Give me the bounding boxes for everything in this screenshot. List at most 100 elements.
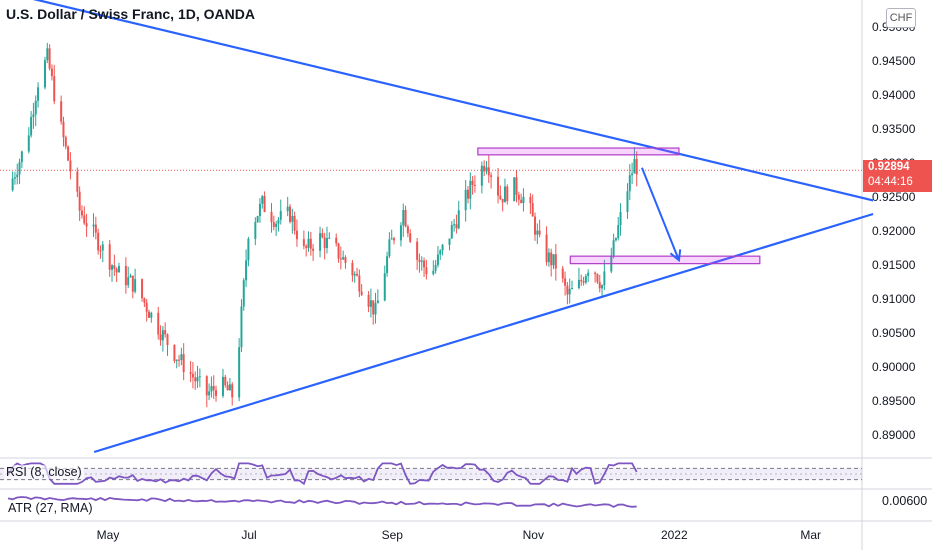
candle-body: [432, 270, 435, 275]
atr-label[interactable]: ATR (27, RMA): [6, 501, 95, 515]
candle-body: [587, 272, 590, 277]
candle-body: [78, 191, 81, 211]
candle-body: [215, 390, 218, 396]
candle-body: [13, 177, 16, 179]
candle-body: [226, 385, 229, 391]
candle-body: [150, 312, 153, 318]
candle-body: [99, 250, 102, 252]
currency-button[interactable]: CHF: [886, 8, 916, 28]
candle-body: [434, 265, 437, 271]
candle-body: [205, 376, 208, 396]
candle-body: [124, 265, 127, 286]
candle-body: [564, 278, 567, 286]
candle-body: [254, 222, 257, 239]
y-tick-label: 0.91500: [872, 258, 916, 272]
candle-body: [27, 135, 30, 152]
candle-body: [617, 224, 620, 239]
candle-body: [263, 196, 266, 212]
candle-body: [568, 288, 571, 295]
candle-body: [386, 256, 389, 274]
candle-body: [383, 273, 386, 301]
candle-body: [113, 265, 116, 269]
candle-body: [111, 265, 114, 270]
candle-body: [582, 281, 585, 283]
candle-body: [231, 384, 234, 398]
rsi-label[interactable]: RSI (8, close): [4, 465, 84, 479]
candle-body: [339, 258, 342, 260]
x-tick-label: Jul: [241, 528, 256, 542]
projection-arrow-head: [669, 249, 682, 263]
support-zone: [569, 255, 761, 265]
candle-body: [439, 250, 442, 255]
candle-body: [245, 260, 248, 281]
candle-body: [277, 219, 280, 224]
candle-body: [272, 222, 275, 227]
candle-body: [80, 210, 83, 216]
candle-body: [342, 257, 345, 260]
candle-body: [53, 76, 56, 102]
candle-body: [631, 173, 634, 176]
candle-body: [536, 230, 539, 235]
candle-body: [552, 254, 555, 266]
candle-body: [353, 273, 356, 276]
candle-body: [178, 359, 181, 361]
candle-body: [208, 391, 211, 396]
candle-body: [242, 280, 245, 307]
candle-body: [485, 167, 488, 172]
y-tick-label: 0.91000: [872, 292, 916, 306]
candle-body: [279, 211, 282, 220]
x-tick-label: Nov: [523, 528, 544, 542]
candle-body: [418, 259, 421, 262]
candle-body: [466, 189, 469, 199]
last-price-value: 0.92894: [868, 161, 910, 173]
candle-body: [423, 260, 426, 268]
candle-body: [238, 347, 241, 398]
candles: [11, 42, 638, 408]
candle-body: [325, 238, 328, 249]
candle-body: [545, 234, 548, 263]
y-tick-label: 0.94500: [872, 54, 916, 68]
candle-body: [76, 171, 79, 192]
candle-body: [240, 306, 243, 348]
candle-body: [594, 272, 597, 275]
candle-body: [161, 330, 164, 341]
candle-body: [517, 194, 520, 200]
candle-body: [490, 175, 493, 177]
candle-body: [388, 239, 391, 257]
candle-body: [293, 215, 296, 231]
candle-body: [148, 311, 150, 318]
candle-body: [598, 282, 601, 289]
candle-body: [376, 300, 379, 304]
candle-body: [499, 195, 502, 199]
candle-body: [312, 248, 315, 251]
candle-body: [335, 237, 338, 244]
candle-body: [550, 252, 553, 266]
candle-body: [182, 354, 185, 373]
y-tick-label: 0.92500: [872, 190, 916, 204]
candle-body: [258, 203, 261, 217]
candle-body: [515, 177, 518, 195]
candle-body: [143, 298, 146, 303]
candle-body: [295, 230, 298, 240]
candle-body: [531, 203, 534, 217]
candle-body: [134, 279, 137, 292]
candle-body: [448, 238, 451, 245]
candle-body: [289, 206, 291, 222]
candle-body: [69, 160, 72, 172]
candle-body: [307, 238, 310, 248]
candle-body: [286, 206, 289, 212]
candle-body: [94, 224, 97, 233]
candle-body: [390, 238, 393, 240]
resistance-zone: [477, 147, 680, 156]
candle-body: [596, 274, 599, 283]
candle-body: [34, 100, 37, 115]
candle-body: [626, 191, 629, 212]
candle-body: [577, 279, 580, 288]
candle-body: [194, 377, 197, 382]
last-price-tag: 0.92894 04:44:16: [863, 160, 932, 192]
candle-body: [580, 279, 583, 282]
candle-body: [513, 177, 516, 202]
candle-body: [275, 223, 278, 227]
candle-body: [11, 178, 14, 191]
